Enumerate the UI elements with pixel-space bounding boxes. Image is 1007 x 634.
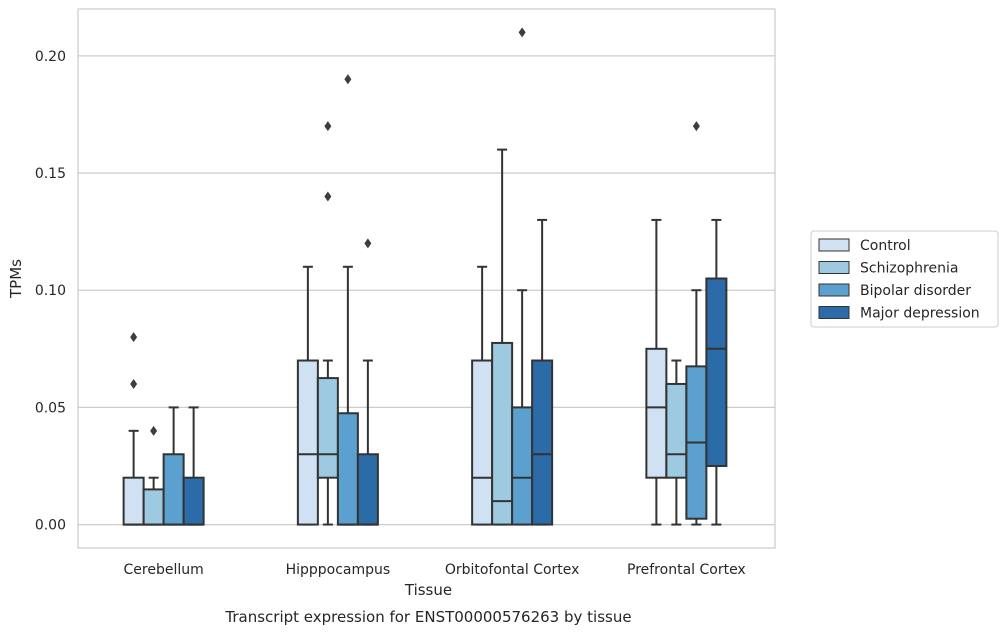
legend-label: Control bbox=[860, 238, 911, 254]
box-body bbox=[142, 488, 165, 526]
box-body bbox=[182, 476, 205, 526]
box-bipolar-disorder bbox=[511, 27, 534, 526]
box-body bbox=[316, 377, 339, 479]
box-bipolar-disorder bbox=[336, 74, 359, 526]
legend-swatch bbox=[818, 238, 850, 252]
legend-frame bbox=[810, 230, 999, 328]
figure-caption: Transcript expression for ENST0000057626… bbox=[224, 608, 631, 626]
x-axis-label: Tissue bbox=[404, 581, 452, 599]
box-body bbox=[491, 341, 514, 526]
box-control bbox=[471, 265, 494, 526]
box-schizophrenia bbox=[665, 359, 688, 526]
y-axis-ticks: 0.00 0.05 0.10 0.15 0.20 bbox=[35, 49, 66, 534]
box-schizophrenia bbox=[142, 425, 165, 526]
box-body bbox=[705, 277, 728, 467]
box-major-depression bbox=[182, 406, 205, 526]
legend-label: Bipolar disorder bbox=[860, 283, 971, 299]
outlier-marker bbox=[324, 121, 332, 132]
y-tick-label: 0.00 bbox=[35, 518, 66, 534]
legend-label: Schizophrenia bbox=[860, 261, 958, 277]
plot-boxes bbox=[122, 27, 728, 526]
y-tick-label: 0.20 bbox=[35, 49, 66, 65]
outlier-marker bbox=[324, 191, 332, 202]
box-bipolar-disorder bbox=[685, 121, 708, 526]
outlier-marker bbox=[518, 27, 526, 38]
legend: Control Schizophrenia Bipolar disorder Majo… bbox=[810, 230, 999, 328]
box-body bbox=[296, 359, 319, 526]
box-body bbox=[471, 359, 494, 526]
x-tick-label: Cerebellum bbox=[124, 562, 204, 578]
y-tick-label: 0.10 bbox=[35, 283, 66, 299]
y-tick-label: 0.05 bbox=[35, 400, 66, 416]
plot-frame bbox=[77, 8, 776, 549]
box-body bbox=[531, 359, 554, 526]
box-major-depression bbox=[531, 218, 554, 526]
box-control bbox=[296, 265, 319, 526]
box-body bbox=[511, 406, 534, 526]
outlier-marker bbox=[364, 238, 372, 249]
legend-swatch bbox=[818, 261, 850, 274]
legend-swatch bbox=[818, 283, 850, 297]
x-tick-label: Hipppocampus bbox=[286, 562, 391, 578]
legend-label: Major depression bbox=[860, 306, 980, 322]
outlier-marker bbox=[150, 425, 158, 436]
x-axis-ticks: Cerebellum Hipppocampus Orbitofontal Corte… bbox=[124, 562, 746, 578]
outlier-marker bbox=[692, 121, 700, 132]
x-tick-label: Orbitofontal Cortex bbox=[445, 562, 580, 578]
legend-swatch bbox=[818, 306, 850, 319]
outlier-marker bbox=[130, 378, 138, 389]
box-body bbox=[356, 453, 379, 526]
box-major-depression bbox=[705, 218, 728, 526]
box-control bbox=[122, 332, 145, 526]
box-schizophrenia bbox=[491, 148, 514, 526]
x-tick-label: Prefrontal Cortex bbox=[627, 562, 746, 578]
box-schizophrenia bbox=[316, 121, 339, 526]
y-tick-label: 0.15 bbox=[35, 166, 66, 182]
box-body bbox=[665, 382, 688, 479]
box-body bbox=[122, 476, 145, 526]
y-axis-label: TPMs bbox=[7, 259, 25, 299]
box-body bbox=[162, 453, 185, 526]
outlier-marker bbox=[130, 332, 138, 343]
outlier-marker bbox=[344, 74, 352, 85]
box-body bbox=[645, 347, 668, 479]
box-major-depression bbox=[356, 238, 379, 526]
box-bipolar-disorder bbox=[162, 406, 185, 526]
box-body bbox=[336, 412, 359, 526]
box-control bbox=[645, 218, 668, 526]
